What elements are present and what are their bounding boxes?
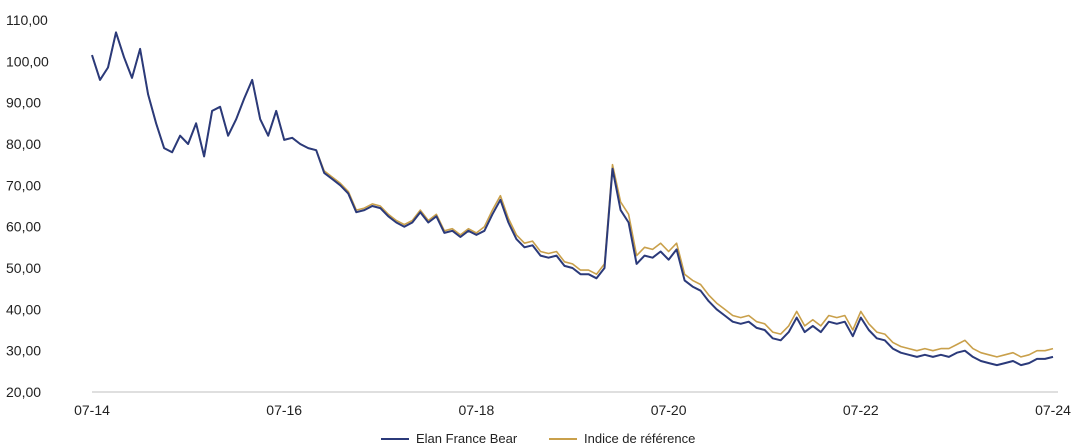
y-tick-label: 80,00 bbox=[6, 136, 41, 152]
y-tick-label: 70,00 bbox=[6, 177, 41, 193]
series-lines bbox=[91, 31, 1054, 367]
y-tick-label: 110,00 bbox=[6, 12, 48, 28]
y-tick-label: 90,00 bbox=[6, 95, 41, 111]
x-tick-label: 07-20 bbox=[651, 402, 687, 418]
y-tick-label: 50,00 bbox=[6, 260, 41, 276]
x-tick-label: 07-16 bbox=[266, 402, 302, 418]
x-tick-label: 07-22 bbox=[843, 402, 879, 418]
legend: Elan France Bear Indice de référence bbox=[381, 431, 695, 446]
y-tick-label: 100,00 bbox=[6, 53, 49, 69]
legend-label-indice-de-reference: Indice de référence bbox=[584, 431, 695, 446]
y-tick-label: 40,00 bbox=[6, 301, 41, 317]
x-tick-label: 07-24 bbox=[1035, 402, 1071, 418]
x-tick-label: 07-18 bbox=[458, 402, 494, 418]
series-line-indice-de-reference bbox=[91, 31, 1054, 358]
series-line-elan-france-bear bbox=[91, 31, 1054, 367]
legend-label-elan-france-bear: Elan France Bear bbox=[416, 431, 518, 446]
x-axis-tick-labels: 07-14 07-16 07-18 07-20 07-22 07-24 bbox=[74, 402, 1071, 418]
y-tick-label: 20,00 bbox=[6, 384, 41, 400]
y-tick-label: 60,00 bbox=[6, 219, 41, 235]
y-tick-label: 30,00 bbox=[6, 343, 41, 359]
y-axis-tick-labels: 110,00 100,00 90,00 80,00 70,00 60,00 50,00 40,… bbox=[6, 12, 49, 400]
x-tick-label: 07-14 bbox=[74, 402, 110, 418]
